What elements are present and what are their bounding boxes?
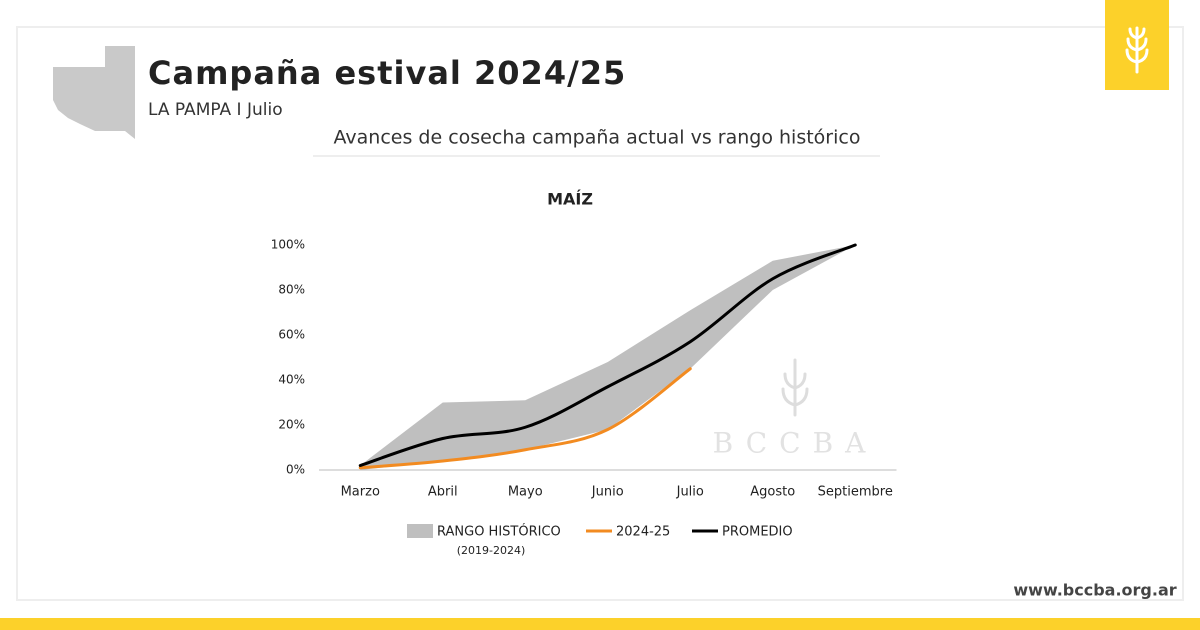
chart-title: MAÍZ bbox=[547, 190, 593, 209]
legend-label: RANGO HISTÓRICO bbox=[437, 524, 561, 540]
subtitle: LA PAMPA I Julio bbox=[148, 100, 283, 120]
watermark-icon bbox=[781, 358, 809, 417]
legend-label: PROMEDIO bbox=[722, 525, 793, 540]
legend-label: 2024-25 bbox=[616, 525, 670, 540]
province-map bbox=[53, 46, 135, 139]
x-tick-label: Junio bbox=[591, 485, 624, 500]
title: Campaña estival 2024/25 bbox=[148, 54, 626, 92]
y-tick-label: 60% bbox=[278, 328, 305, 342]
y-tick-label: 20% bbox=[278, 418, 305, 432]
series-line bbox=[358, 367, 692, 470]
x-tick-label: Septiembre bbox=[818, 485, 893, 500]
heading: Avances de cosecha campaña actual vs ran… bbox=[334, 127, 861, 149]
x-tick-label: Agosto bbox=[750, 485, 795, 500]
y-tick-label: 80% bbox=[278, 283, 305, 297]
y-tick-label: 100% bbox=[271, 238, 305, 252]
footer-url: www.bccba.org.ar bbox=[1013, 581, 1176, 600]
card bbox=[16, 26, 1184, 601]
legend-note: (2019-2024) bbox=[457, 544, 526, 557]
x-tick-label: Julio bbox=[676, 485, 704, 500]
bottom-bar bbox=[0, 618, 1200, 630]
y-tick-label: 40% bbox=[278, 373, 305, 387]
x-tick-label: Mayo bbox=[508, 485, 543, 500]
x-tick-label: Marzo bbox=[341, 485, 380, 500]
series-line bbox=[358, 243, 857, 467]
y-tick-label: 0% bbox=[286, 463, 305, 477]
wheat-icon bbox=[1125, 26, 1149, 74]
x-tick-label: Abril bbox=[428, 485, 458, 500]
range-band bbox=[360, 245, 856, 470]
watermark: BCCBA bbox=[713, 427, 878, 460]
legend-swatch bbox=[407, 524, 433, 538]
